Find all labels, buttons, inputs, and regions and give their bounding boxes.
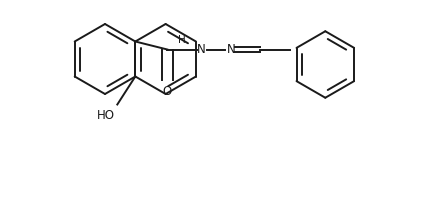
Text: O: O	[163, 84, 172, 97]
Text: N: N	[227, 43, 236, 56]
Text: HO: HO	[97, 108, 115, 122]
Text: N: N	[197, 43, 206, 56]
Text: H: H	[179, 35, 186, 45]
